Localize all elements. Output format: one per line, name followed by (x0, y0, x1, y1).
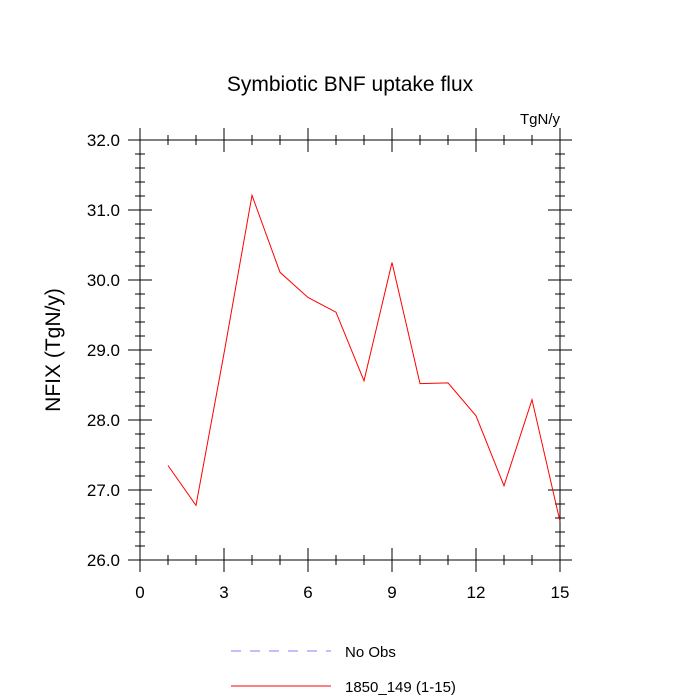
major-ticks (128, 128, 572, 572)
minor-ticks (135, 135, 565, 565)
legend: No Obs 1850_149 (1-15) (231, 644, 456, 696)
y-tick-label: 28.0 (87, 411, 120, 430)
y-tick-label: 30.0 (87, 271, 120, 290)
plot-frame (139, 139, 561, 561)
series-layer (167, 193, 561, 522)
y-tick-labels: 26.0 27.0 28.0 29.0 30.0 31.0 32.0 (87, 131, 120, 570)
units-label: TgN/y (520, 111, 561, 128)
x-tick-label: 3 (219, 583, 228, 602)
y-tick-label: 27.0 (87, 481, 120, 500)
legend-label-1850-149: 1850_149 (1-15) (345, 679, 456, 696)
x-tick-label: 9 (387, 583, 396, 602)
x-tick-label: 0 (135, 583, 144, 602)
y-tick-label: 32.0 (87, 131, 120, 150)
series-line (167, 193, 561, 522)
y-tick-label: 26.0 (87, 551, 120, 570)
x-tick-label: 15 (551, 583, 570, 602)
y-axis-label: NFIX (TgN/y) (42, 288, 65, 412)
legend-label-no-obs: No Obs (345, 644, 396, 661)
x-tick-labels: 0 3 6 9 12 15 (135, 583, 569, 602)
y-tick-label: 29.0 (87, 341, 120, 360)
x-tick-label: 6 (303, 583, 312, 602)
y-tick-label: 31.0 (87, 201, 120, 220)
chart-title: Symbiotic BNF uptake flux (227, 73, 474, 96)
x-tick-label: 12 (467, 583, 486, 602)
